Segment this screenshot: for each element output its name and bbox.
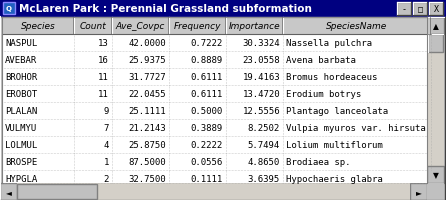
Text: ▲: ▲ [433, 22, 438, 31]
Bar [3, 3, 15, 15]
Bar [226, 18, 283, 35]
Text: 11: 11 [98, 90, 109, 99]
Text: 8.2502: 8.2502 [248, 123, 280, 132]
Text: AVEBAR: AVEBAR [5, 56, 37, 65]
Bar [74, 18, 112, 35]
Text: 0.2222: 0.2222 [191, 140, 223, 149]
Text: 3.6395: 3.6395 [248, 174, 280, 183]
Text: Hypochaeris glabra: Hypochaeris glabra [286, 174, 383, 183]
Text: 1: 1 [103, 157, 109, 166]
Bar [169, 18, 226, 35]
Text: Importance: Importance [229, 22, 281, 31]
Text: 2: 2 [103, 174, 109, 183]
Text: Species: Species [21, 22, 55, 31]
Text: SpeciesName: SpeciesName [326, 22, 388, 31]
Text: EROBOT: EROBOT [5, 90, 37, 99]
Text: Avena barbata: Avena barbata [286, 56, 356, 65]
Text: Vulpia myuros var. hirsuta: Vulpia myuros var. hirsuta [286, 123, 426, 132]
Bar [429, 3, 443, 16]
Text: 42.0000: 42.0000 [128, 39, 166, 48]
Text: 12.5556: 12.5556 [242, 106, 280, 115]
Bar [2, 119, 427, 136]
Text: Lolium multiflorum: Lolium multiflorum [286, 140, 383, 149]
Text: ▼: ▼ [433, 170, 438, 179]
Text: 13.4720: 13.4720 [242, 90, 280, 99]
Text: 31.7727: 31.7727 [128, 73, 166, 82]
Text: VULMYU: VULMYU [5, 123, 37, 132]
Bar [413, 3, 427, 16]
Text: Plantago lanceolata: Plantago lanceolata [286, 106, 388, 115]
Bar [2, 136, 427, 153]
Text: Brodiaea sp.: Brodiaea sp. [286, 157, 351, 166]
Bar [17, 184, 97, 199]
Text: ►: ► [416, 187, 421, 196]
Bar [0, 183, 17, 200]
Bar [2, 86, 427, 102]
Text: 0.1111: 0.1111 [191, 174, 223, 183]
Bar [2, 69, 427, 86]
Text: BROHOR: BROHOR [5, 73, 37, 82]
Text: 0.7222: 0.7222 [191, 39, 223, 48]
Text: LOLMUL: LOLMUL [5, 140, 37, 149]
Text: Count: Count [80, 22, 107, 31]
Text: BROSPE: BROSPE [5, 157, 37, 166]
Text: □: □ [417, 5, 422, 14]
Text: 13: 13 [98, 39, 109, 48]
Bar [283, 18, 431, 35]
Text: 25.9375: 25.9375 [128, 56, 166, 65]
Bar [112, 18, 169, 35]
Text: Bromus hordeaceus: Bromus hordeaceus [286, 73, 377, 82]
Bar [428, 35, 443, 53]
Bar [2, 18, 427, 35]
Text: NASPUL: NASPUL [5, 39, 37, 48]
Text: 32.7500: 32.7500 [128, 174, 166, 183]
Bar [2, 153, 427, 170]
Text: 5.7494: 5.7494 [248, 140, 280, 149]
Text: Erodium botrys: Erodium botrys [286, 90, 361, 99]
Bar [2, 102, 427, 119]
Bar [2, 52, 427, 69]
Text: Nassella pulchra: Nassella pulchra [286, 39, 372, 48]
Bar [2, 170, 427, 183]
Bar [410, 183, 427, 200]
Bar [2, 35, 427, 52]
Text: 21.2143: 21.2143 [128, 123, 166, 132]
Text: 0.6111: 0.6111 [191, 90, 223, 99]
Text: 0.5000: 0.5000 [191, 106, 223, 115]
Text: Q: Q [6, 6, 12, 12]
Text: 11: 11 [98, 73, 109, 82]
Bar [2, 18, 74, 35]
Text: 4.8650: 4.8650 [248, 157, 280, 166]
Bar [427, 183, 444, 200]
Text: 0.6111: 0.6111 [191, 73, 223, 82]
Text: HYPGLA: HYPGLA [5, 174, 37, 183]
Text: Frequency: Frequency [174, 22, 221, 31]
Text: -: - [401, 5, 406, 14]
Bar [17, 183, 410, 200]
Text: 25.8750: 25.8750 [128, 140, 166, 149]
Text: 0.3889: 0.3889 [191, 123, 223, 132]
Text: 16: 16 [98, 56, 109, 65]
Text: 7: 7 [103, 123, 109, 132]
Text: Ave_Covpc: Ave_Covpc [116, 22, 165, 31]
Bar [397, 3, 411, 16]
Text: 9: 9 [103, 106, 109, 115]
Text: 19.4163: 19.4163 [242, 73, 280, 82]
Bar [427, 18, 444, 35]
Text: 0.0556: 0.0556 [191, 157, 223, 166]
Text: X: X [434, 5, 438, 14]
Text: 25.1111: 25.1111 [128, 106, 166, 115]
Text: 4: 4 [103, 140, 109, 149]
Text: 22.0455: 22.0455 [128, 90, 166, 99]
Text: McLaren Park : Perennial Grassland subformation: McLaren Park : Perennial Grassland subfo… [19, 4, 312, 14]
Text: PLALAN: PLALAN [5, 106, 37, 115]
Text: ◄: ◄ [5, 187, 12, 196]
Bar [0, 0, 446, 18]
Bar [427, 166, 444, 183]
Text: 87.5000: 87.5000 [128, 157, 166, 166]
Text: 0.8889: 0.8889 [191, 56, 223, 65]
Text: 30.3324: 30.3324 [242, 39, 280, 48]
Bar [427, 35, 444, 183]
Text: 23.0558: 23.0558 [242, 56, 280, 65]
